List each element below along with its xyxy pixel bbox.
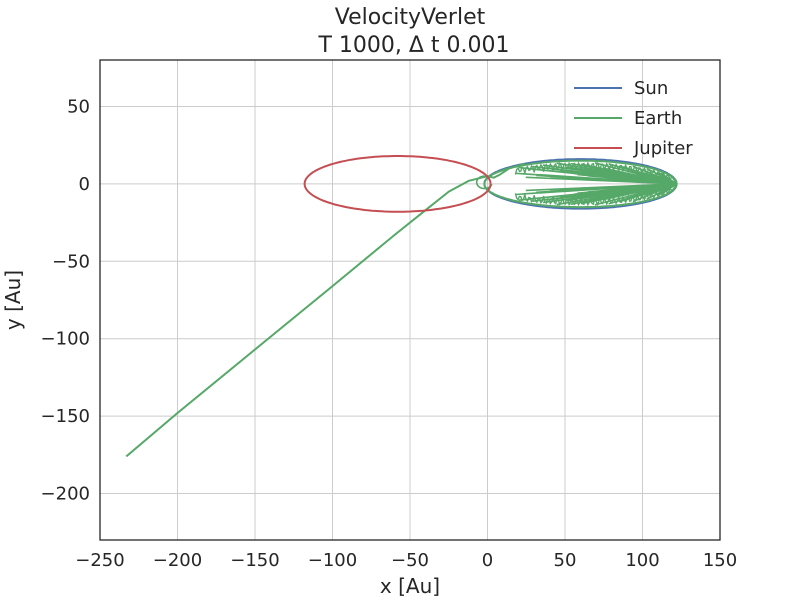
y-tick-label: −200: [41, 484, 90, 505]
y-tick-label: −50: [52, 251, 90, 272]
x-tick-labels: −250 −200 −150 −100 −50 0 50 100 150: [75, 550, 737, 571]
series-earth-precession-upper: [515, 162, 678, 185]
series-earth-precession-lower: [515, 183, 678, 206]
legend-label-earth: Earth: [634, 108, 682, 129]
x-tick-label: −200: [153, 550, 202, 571]
y-tick-label: −100: [41, 329, 90, 350]
series-earth-lobe-outline: [483, 159, 678, 209]
x-tick-label: 100: [625, 550, 659, 571]
y-tick-label: −150: [41, 406, 90, 427]
chart-title: VelocityVerlet: [335, 5, 486, 30]
series-earth-trajectory: [125, 162, 525, 458]
x-tick-label: 50: [554, 550, 577, 571]
x-tick-label: 150: [703, 550, 737, 571]
y-tick-label: 0: [79, 174, 90, 195]
plot-frame: [99, 59, 721, 541]
series-earth-band-upper: [514, 161, 678, 185]
legend: Sun Earth Jupiter: [574, 78, 693, 159]
x-axis-label: x [Au]: [380, 574, 440, 598]
grid-lines: [100, 60, 720, 540]
plot-series: [125, 155, 678, 458]
x-tick-label: −250: [75, 550, 124, 571]
x-tick-label: 0: [482, 550, 493, 571]
y-tick-labels: 50 0 −50 −100 −150 −200: [41, 96, 90, 504]
x-tick-label: −100: [308, 550, 357, 571]
chart-subtitle: T 1000, Δ t 0.001: [317, 33, 509, 58]
legend-label-sun: Sun: [634, 78, 668, 99]
legend-label-jupiter: Jupiter: [633, 138, 693, 159]
y-tick-label: 50: [67, 96, 90, 117]
series-earth-band-lower: [514, 183, 678, 207]
x-tick-label: −150: [230, 550, 279, 571]
x-tick-label: −50: [391, 550, 429, 571]
series-jupiter-orbit: [303, 155, 492, 213]
y-axis-label: y [Au]: [1, 270, 25, 330]
